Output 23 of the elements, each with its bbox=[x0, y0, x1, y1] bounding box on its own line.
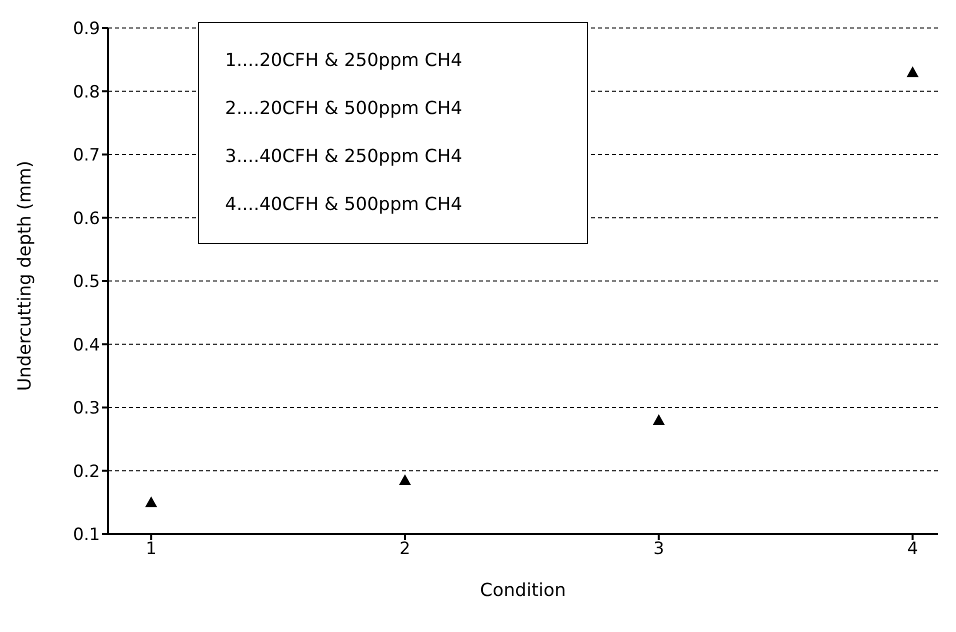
y-tick-label: 0.7 bbox=[72, 146, 100, 166]
x-tick-label: 1 bbox=[146, 539, 157, 560]
point bbox=[145, 496, 158, 508]
x-axis-title: Condition bbox=[480, 580, 566, 601]
annotation: 3....40CFH & 250ppm CH4 bbox=[225, 145, 464, 169]
y-tick-label: 0.8 bbox=[72, 82, 100, 102]
annotation: 4....40CFH & 500ppm CH4 bbox=[225, 193, 464, 217]
y-tick-label: 0.3 bbox=[72, 398, 100, 419]
y-tick-label: 0.4 bbox=[72, 335, 100, 356]
y-axis-title: Undercutting depth (mm) bbox=[14, 160, 36, 391]
annotation: 2....20CFH & 500ppm CH4 bbox=[225, 97, 464, 121]
point bbox=[906, 66, 919, 78]
point bbox=[652, 414, 665, 425]
annotation: 1....20CFH & 250ppm CH4 bbox=[225, 49, 464, 73]
x-tick-label: 4 bbox=[907, 539, 918, 560]
y-tick-label: 0.1 bbox=[72, 525, 100, 546]
y-tick-label: 0.9 bbox=[72, 19, 100, 40]
y-tick-label: 0.5 bbox=[72, 272, 100, 292]
y-tick-label: 0.2 bbox=[72, 462, 100, 482]
x-tick-label: 2 bbox=[400, 539, 410, 560]
x-tick-label: 3 bbox=[653, 539, 664, 560]
y-tick-label: 0.6 bbox=[72, 208, 100, 229]
point bbox=[398, 474, 411, 486]
